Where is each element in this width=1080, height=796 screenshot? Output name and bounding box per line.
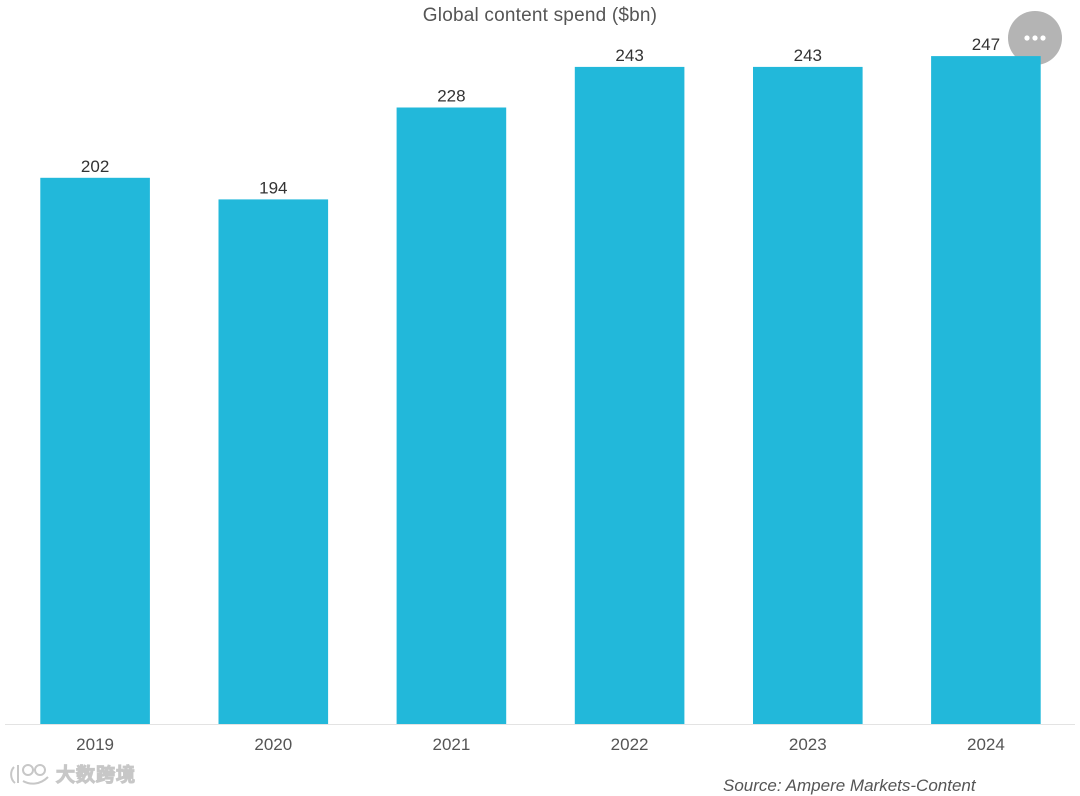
logo-icon bbox=[10, 763, 49, 785]
watermark-text: 大数跨境 bbox=[55, 765, 137, 787]
data-label-2020: 194 bbox=[259, 178, 287, 197]
bar-2020 bbox=[218, 199, 329, 724]
data-label-2021: 228 bbox=[437, 87, 465, 106]
chart-title: Global content spend ($bn) bbox=[422, 5, 658, 26]
bar-2023 bbox=[753, 66, 863, 724]
ellipsis-icon bbox=[1024, 35, 1046, 41]
data-label-2024: 247 bbox=[972, 35, 1000, 54]
bar-2022 bbox=[574, 66, 685, 724]
x-tick-label-2020: 2020 bbox=[254, 735, 292, 754]
x-tick-label-2023: 2023 bbox=[789, 735, 827, 754]
x-tick-label-2022: 2022 bbox=[611, 735, 649, 754]
chart-menu-button[interactable] bbox=[1008, 11, 1062, 65]
data-labels-layer: 202 194 228 243 243 247 bbox=[81, 35, 1000, 197]
bars-layer bbox=[40, 56, 1041, 725]
bar-2024 bbox=[931, 56, 1041, 725]
bar-2021 bbox=[396, 107, 507, 724]
bar-2019 bbox=[40, 177, 150, 725]
watermark: 大数跨境 bbox=[8, 760, 136, 787]
data-label-2022: 243 bbox=[615, 46, 643, 65]
x-tick-label-2024: 2024 bbox=[967, 735, 1005, 754]
x-tick-label-2021: 2021 bbox=[432, 735, 470, 754]
data-label-2023: 243 bbox=[794, 46, 822, 65]
source-note: Source: Ampere Markets-Content bbox=[723, 776, 976, 795]
data-label-2019: 202 bbox=[81, 157, 109, 176]
x-tick-label-2019: 2019 bbox=[76, 735, 114, 754]
x-axis-ticks-layer: 2019 2020 2021 2022 2023 2024 bbox=[76, 735, 1005, 754]
